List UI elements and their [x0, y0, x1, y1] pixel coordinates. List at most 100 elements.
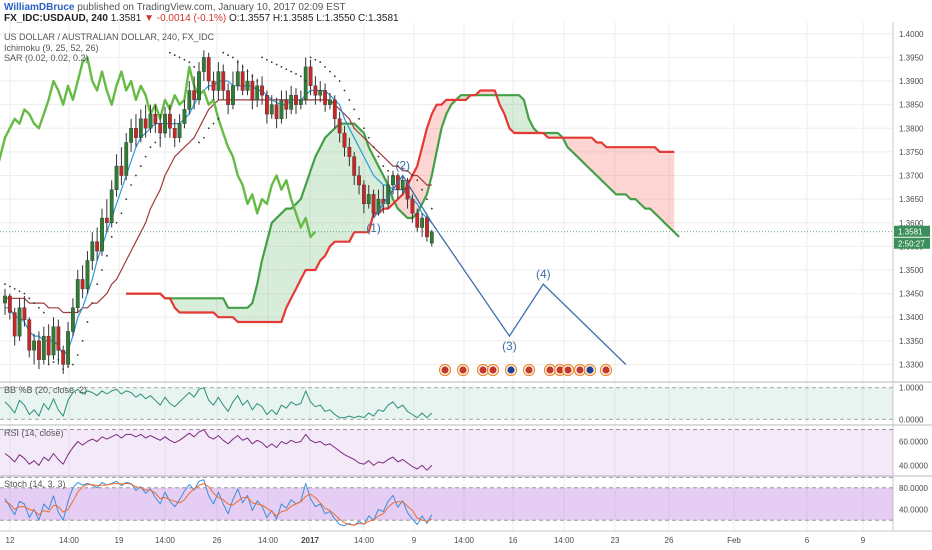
- candle-body: [46, 335, 51, 356]
- candle-body: [405, 180, 410, 200]
- sar-dot: [290, 70, 293, 73]
- price-axis-label: 1.3950: [899, 53, 924, 62]
- sar-dot: [416, 179, 419, 182]
- elliott-wave-path: [373, 174, 627, 365]
- kumo-cloud-segment: [499, 95, 505, 115]
- senkou-span-b-line: [126, 89, 675, 324]
- sar-dot: [23, 292, 26, 295]
- candle-body: [75, 279, 80, 308]
- sar-dot: [207, 127, 210, 130]
- candle-body: [362, 184, 366, 205]
- sar-dot: [372, 146, 375, 149]
- countdown-tag: [894, 237, 930, 249]
- kumo-cloud-segment: [669, 151, 675, 233]
- event-flag-au-icon[interactable]: [583, 363, 597, 377]
- candle-body: [429, 231, 434, 244]
- candle-body: [294, 95, 298, 105]
- flag-core: [602, 366, 610, 374]
- author-link[interactable]: WilliamDBruce: [4, 2, 75, 13]
- kumo-cloud-segment: [548, 133, 554, 138]
- price-axis-label: 1.3650: [899, 195, 924, 204]
- candle-body: [56, 326, 61, 351]
- price-axis-label: 1.4000: [899, 30, 924, 39]
- wave-label: (1): [366, 221, 381, 235]
- kumo-cloud-segment: [587, 137, 592, 171]
- kumo-cloud-segment: [281, 208, 287, 322]
- indicator-axis-label: 40.0000: [899, 461, 928, 470]
- event-flag-us-icon[interactable]: [456, 363, 470, 377]
- indicator-band-fill: [0, 387, 893, 420]
- sar-dot: [169, 51, 171, 54]
- sar-dot: [149, 146, 152, 149]
- candle-body: [143, 118, 148, 129]
- kumo-cloud-segment: [601, 142, 607, 185]
- sar-dot: [178, 56, 181, 59]
- indicator-axis-label: 1.0000: [899, 384, 924, 393]
- kumo-cloud-segment: [194, 298, 199, 313]
- candle-body: [114, 165, 119, 190]
- sar-dot: [8, 285, 11, 288]
- candle-body: [357, 175, 361, 186]
- kumo-cloud-segment: [232, 307, 238, 322]
- sar-dot: [266, 58, 268, 61]
- kumo-cloud-segment: [329, 128, 335, 247]
- sar-dot: [110, 236, 113, 238]
- sar-dot: [198, 141, 200, 144]
- sar-dot: [246, 70, 249, 73]
- kumo-cloud-segment: [431, 104, 437, 176]
- sar-dot: [115, 221, 118, 224]
- sar-dot: [212, 122, 215, 125]
- sar-dot: [421, 188, 423, 191]
- candle-body: [337, 118, 342, 134]
- published-text: published on TradingView.com, January 10…: [77, 2, 346, 13]
- price-axis-label: 1.3750: [899, 148, 924, 157]
- sar-dot: [144, 155, 147, 158]
- candle-body: [289, 95, 294, 110]
- indicator-title: RSI (14, close): [4, 428, 64, 438]
- sar-dot: [86, 321, 89, 323]
- event-flag-us-icon[interactable]: [561, 363, 575, 377]
- event-flag-au-icon[interactable]: [504, 363, 518, 377]
- kumo-cloud-segment: [291, 203, 296, 299]
- sar-dot: [57, 358, 60, 361]
- sar-dot: [430, 207, 433, 210]
- sar-dot: [324, 65, 326, 68]
- kumo-cloud-segment: [485, 90, 490, 96]
- sar-dot: [343, 89, 346, 92]
- candle-body: [313, 85, 318, 96]
- sar-dot: [338, 80, 341, 82]
- kumo-cloud-segment: [310, 156, 316, 270]
- event-flag-us-icon[interactable]: [486, 363, 500, 377]
- sar-dot: [387, 169, 390, 172]
- event-flag-us-icon[interactable]: [543, 363, 557, 377]
- symbol-label: FX_IDC:USDAUD, 240: [4, 13, 108, 24]
- candle-body: [129, 128, 133, 143]
- event-flag-us-icon[interactable]: [522, 363, 536, 377]
- indicator-line: [4, 387, 433, 419]
- time-axis-label: 14:00: [258, 536, 279, 545]
- candle-body: [37, 340, 41, 360]
- sar-dot: [241, 65, 244, 68]
- kumo-cloud-segment: [184, 298, 190, 313]
- sar-dot: [232, 56, 234, 59]
- event-flag-us-icon[interactable]: [573, 363, 587, 377]
- candle-body: [70, 307, 75, 332]
- event-flag-us-icon[interactable]: [476, 363, 490, 377]
- event-flag-us-icon[interactable]: [599, 363, 613, 377]
- sar-dot: [333, 75, 336, 78]
- sar-dot: [401, 167, 404, 170]
- kumo-cloud-segment: [320, 137, 326, 261]
- kumo-cloud-segment: [514, 95, 520, 134]
- candle-body: [61, 350, 66, 365]
- kumo-cloud-segment: [577, 137, 583, 162]
- kumo-cloud-segment: [504, 95, 510, 129]
- event-flag-us-icon[interactable]: [438, 363, 452, 377]
- kumo-cloud-segment: [480, 90, 486, 96]
- candle-body: [332, 99, 337, 120]
- flag-core: [525, 366, 533, 374]
- kumo-cloud-segment: [339, 123, 345, 242]
- price-axis-label: 1.3400: [899, 313, 924, 322]
- flag-core: [441, 366, 449, 374]
- kumo-cloud-segment: [252, 284, 258, 322]
